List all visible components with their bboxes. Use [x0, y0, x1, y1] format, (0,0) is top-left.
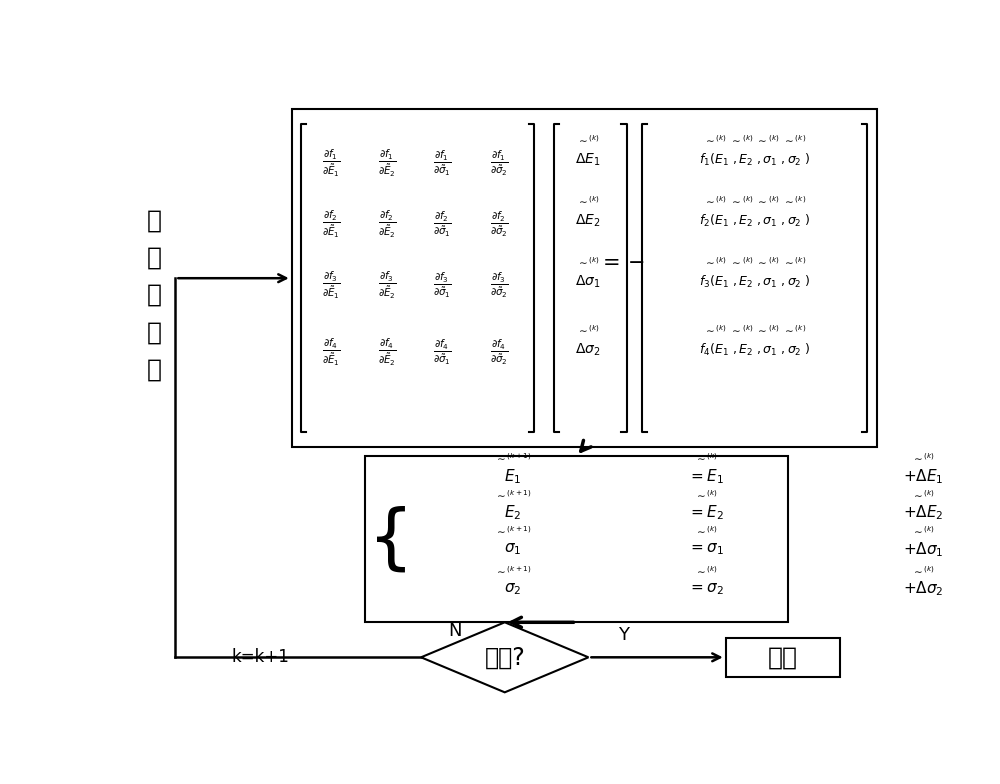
- Text: $\sim{}^{(k)}$: $\sim{}^{(k)}$: [576, 325, 600, 335]
- Text: $\sim{}^{(k+1)}$: $\sim{}^{(k+1)}$: [494, 566, 531, 576]
- Text: $\frac{\partial f_1}{\partial \tilde{\sigma}_2}$: $\frac{\partial f_1}{\partial \tilde{\si…: [490, 148, 509, 178]
- Text: Y: Y: [618, 626, 629, 644]
- Text: $\sim{}^{(k)}\  \sim{}^{(k)}\  \sim{}^{(k)}\  \sim{}^{(k)}$: $\sim{}^{(k)}\ \sim{}^{(k)}\ \sim{}^{(k)…: [703, 136, 806, 145]
- Bar: [365, 456, 788, 622]
- Text: 收敛?: 收敛?: [484, 645, 525, 670]
- Text: $f_2(E_1\ ,E_2\ ,\sigma_1\ ,\sigma_2\ )$: $f_2(E_1\ ,E_2\ ,\sigma_1\ ,\sigma_2\ )$: [699, 213, 810, 229]
- Text: $\frac{\partial f_1}{\partial \tilde{\sigma}_1}$: $\frac{\partial f_1}{\partial \tilde{\si…: [433, 148, 452, 178]
- Text: $f_3(E_1\ ,E_2\ ,\sigma_1\ ,\sigma_2\ )$: $f_3(E_1\ ,E_2\ ,\sigma_1\ ,\sigma_2\ )$: [699, 274, 810, 290]
- Text: $\sigma_1$: $\sigma_1$: [504, 542, 521, 557]
- Polygon shape: [421, 622, 588, 692]
- Text: $\sim{}^{(k)}$: $\sim{}^{(k)}$: [576, 257, 600, 267]
- Text: $= -$: $= -$: [598, 252, 645, 271]
- Text: $\Delta \sigma_1$: $\Delta \sigma_1$: [575, 274, 601, 290]
- Text: $\sim{}^{(k)}$: $\sim{}^{(k)}$: [911, 490, 935, 499]
- Text: $+\Delta E_2$: $+\Delta E_2$: [903, 503, 944, 522]
- Text: $\sim{}^{(k)}$: $\sim{}^{(k)}$: [694, 453, 718, 463]
- Text: k=k+1: k=k+1: [232, 648, 290, 666]
- Text: $\sim{}^{(k)}$: $\sim{}^{(k)}$: [576, 136, 600, 145]
- Text: $\frac{\partial f_3}{\partial \tilde{\sigma}_2}$: $\frac{\partial f_3}{\partial \tilde{\si…: [490, 270, 509, 299]
- Text: $\frac{\partial f_1}{\partial \tilde{E}_1}$: $\frac{\partial f_1}{\partial \tilde{E}_…: [322, 147, 341, 180]
- Text: $\frac{\partial f_4}{\partial \tilde{E}_1}$: $\frac{\partial f_4}{\partial \tilde{E}_…: [322, 336, 341, 368]
- Text: $f_4(E_1\ ,E_2\ ,\sigma_1\ ,\sigma_2\ )$: $f_4(E_1\ ,E_2\ ,\sigma_1\ ,\sigma_2\ )$: [699, 342, 810, 358]
- Text: $\frac{\partial f_2}{\partial \tilde{\sigma}_2}$: $\frac{\partial f_2}{\partial \tilde{\si…: [490, 209, 509, 239]
- Text: $\sim{}^{(k)}$: $\sim{}^{(k)}$: [911, 453, 935, 463]
- Text: $E_2$: $E_2$: [504, 503, 521, 522]
- Text: 下: 下: [147, 209, 162, 232]
- Text: $\frac{\partial f_2}{\partial \tilde{\sigma}_1}$: $\frac{\partial f_2}{\partial \tilde{\si…: [433, 209, 452, 239]
- Text: $\sim{}^{(k)}\  \sim{}^{(k)}\  \sim{}^{(k)}\  \sim{}^{(k)}$: $\sim{}^{(k)}\ \sim{}^{(k)}\ \sim{}^{(k)…: [703, 196, 806, 206]
- Bar: [292, 109, 877, 447]
- Text: $=\sigma_2$: $=\sigma_2$: [688, 581, 724, 597]
- Text: $\left\{\ \right.$: $\left\{\ \right.$: [367, 504, 406, 574]
- Text: $\frac{\partial f_4}{\partial \tilde{E}_2}$: $\frac{\partial f_4}{\partial \tilde{E}_…: [378, 336, 396, 368]
- Text: $\sim{}^{(k)}\  \sim{}^{(k)}\  \sim{}^{(k)}\  \sim{}^{(k)}$: $\sim{}^{(k)}\ \sim{}^{(k)}\ \sim{}^{(k)…: [703, 325, 806, 335]
- Text: $\frac{\partial f_2}{\partial \tilde{E}_1}$: $\frac{\partial f_2}{\partial \tilde{E}_…: [322, 209, 341, 240]
- Text: $\frac{\partial f_4}{\partial \tilde{\sigma}_1}$: $\frac{\partial f_4}{\partial \tilde{\si…: [433, 338, 452, 368]
- Text: 代: 代: [147, 358, 162, 382]
- Text: $\sim{}^{(k+1)}$: $\sim{}^{(k+1)}$: [494, 453, 531, 463]
- Text: $\sim{}^{(k)}$: $\sim{}^{(k)}$: [694, 566, 718, 576]
- Text: 退出: 退出: [768, 645, 798, 670]
- Text: $\frac{\partial f_1}{\partial \tilde{E}_2}$: $\frac{\partial f_1}{\partial \tilde{E}_…: [378, 147, 396, 180]
- Text: $+\Delta \sigma_2$: $+\Delta \sigma_2$: [903, 579, 944, 598]
- Text: N: N: [448, 622, 461, 641]
- Text: $=\sigma_1$: $=\sigma_1$: [688, 542, 724, 557]
- Text: $\frac{\partial f_2}{\partial \tilde{E}_2}$: $\frac{\partial f_2}{\partial \tilde{E}_…: [378, 209, 396, 240]
- Text: $E_1$: $E_1$: [504, 466, 521, 485]
- Text: $\sim{}^{(k)}\  \sim{}^{(k)}\  \sim{}^{(k)}\  \sim{}^{(k)}$: $\sim{}^{(k)}\ \sim{}^{(k)}\ \sim{}^{(k)…: [703, 257, 806, 267]
- Text: $\sim{}^{(k)}$: $\sim{}^{(k)}$: [911, 566, 935, 576]
- Text: $\Delta E_1$: $\Delta E_1$: [575, 152, 601, 169]
- Text: $+\Delta \sigma_1$: $+\Delta \sigma_1$: [903, 540, 944, 559]
- Text: $+\Delta E_1$: $+\Delta E_1$: [903, 466, 944, 485]
- Text: $\sim{}^{(k+1)}$: $\sim{}^{(k+1)}$: [494, 490, 531, 499]
- Text: $f_1(E_1\ ,E_2\ ,\sigma_1\ ,\sigma_2\ )$: $f_1(E_1\ ,E_2\ ,\sigma_1\ ,\sigma_2\ )$: [699, 152, 810, 169]
- Text: $\sim{}^{(k)}$: $\sim{}^{(k)}$: [694, 526, 718, 536]
- Text: 次: 次: [147, 283, 162, 307]
- Text: $\Delta E_2$: $\Delta E_2$: [575, 213, 601, 229]
- Text: 迭: 迭: [147, 321, 162, 344]
- Text: $\frac{\partial f_4}{\partial \tilde{\sigma}_2}$: $\frac{\partial f_4}{\partial \tilde{\si…: [490, 338, 509, 368]
- Text: $\sigma_2$: $\sigma_2$: [504, 581, 521, 597]
- Text: $\sim{}^{(k+1)}$: $\sim{}^{(k+1)}$: [494, 526, 531, 536]
- Text: $=E_1$: $=E_1$: [688, 466, 724, 485]
- Text: 一: 一: [147, 245, 162, 270]
- Text: $\sim{}^{(k)}$: $\sim{}^{(k)}$: [911, 526, 935, 536]
- Text: $\sim{}^{(k)}$: $\sim{}^{(k)}$: [576, 196, 600, 206]
- Text: $\frac{\partial f_3}{\partial \tilde{E}_1}$: $\frac{\partial f_3}{\partial \tilde{E}_…: [322, 269, 341, 301]
- Text: $\Delta \sigma_2$: $\Delta \sigma_2$: [575, 341, 601, 358]
- Text: $\sim{}^{(k)}$: $\sim{}^{(k)}$: [694, 490, 718, 499]
- Text: $\frac{\partial f_3}{\partial \tilde{\sigma}_1}$: $\frac{\partial f_3}{\partial \tilde{\si…: [433, 270, 452, 299]
- Bar: [726, 638, 840, 677]
- Text: $\frac{\partial f_3}{\partial \tilde{E}_2}$: $\frac{\partial f_3}{\partial \tilde{E}_…: [378, 269, 396, 301]
- Text: $=E_2$: $=E_2$: [688, 503, 724, 522]
